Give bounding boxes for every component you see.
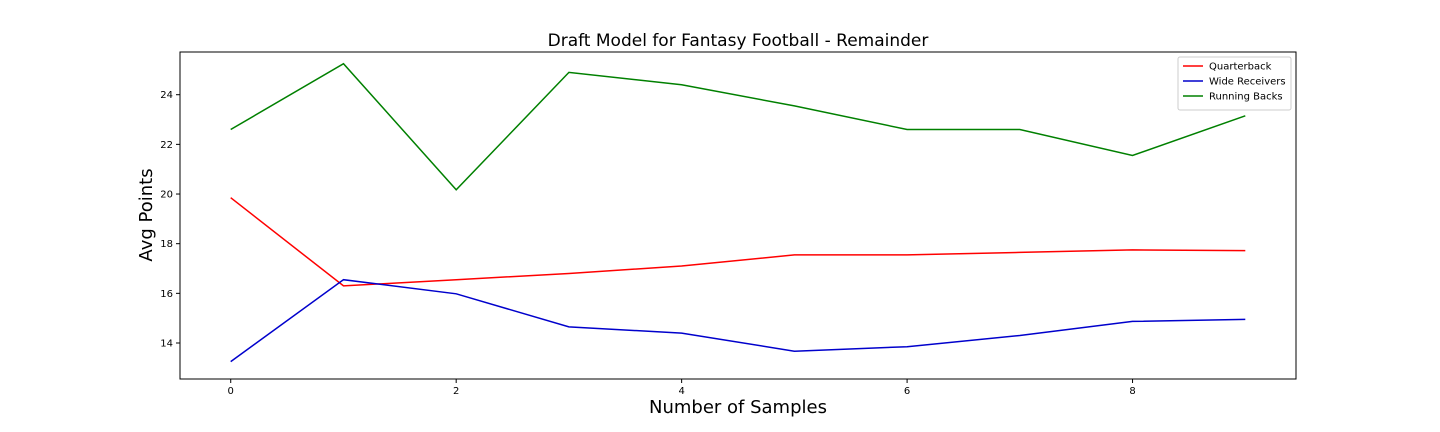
y-axis-title: Avg Points <box>136 168 157 261</box>
x-tick-label-0: 0 <box>228 386 234 397</box>
series-line-1 <box>230 278 1246 363</box>
legend-label-0: Quarterback <box>1209 62 1272 73</box>
y-tick-label-0: 14 <box>160 338 173 349</box>
x-tick-label-3: 6 <box>904 386 910 397</box>
y-tick-label-1: 16 <box>160 289 173 300</box>
chart-title: Draft Model for Fantasy Football - Remai… <box>548 31 929 51</box>
y-tick-label-5: 24 <box>160 90 173 101</box>
x-tick-label-2: 4 <box>678 386 684 397</box>
y-tick-label-3: 20 <box>160 190 173 201</box>
legend-label-2: Running Backs <box>1209 92 1283 103</box>
x-axis-title: Number of Samples <box>649 397 827 418</box>
y-tick-label-2: 18 <box>160 239 173 250</box>
legend-box <box>1177 56 1292 111</box>
series-line-0 <box>230 197 1246 287</box>
axes-frame <box>179 51 1297 380</box>
x-tick-label-4: 8 <box>1129 386 1135 397</box>
legend-label-1: Wide Receivers <box>1209 77 1286 88</box>
y-axis: 14 16 18 20 22 24 <box>160 90 180 349</box>
y-tick-label-4: 22 <box>160 140 173 151</box>
x-tick-label-1: 2 <box>453 386 459 397</box>
plot-area <box>230 62 1246 363</box>
legend: Quarterback Wide Receivers Running Backs <box>1177 56 1292 111</box>
x-axis: 0 2 4 6 8 <box>228 379 1136 397</box>
series-line-2 <box>230 62 1246 191</box>
